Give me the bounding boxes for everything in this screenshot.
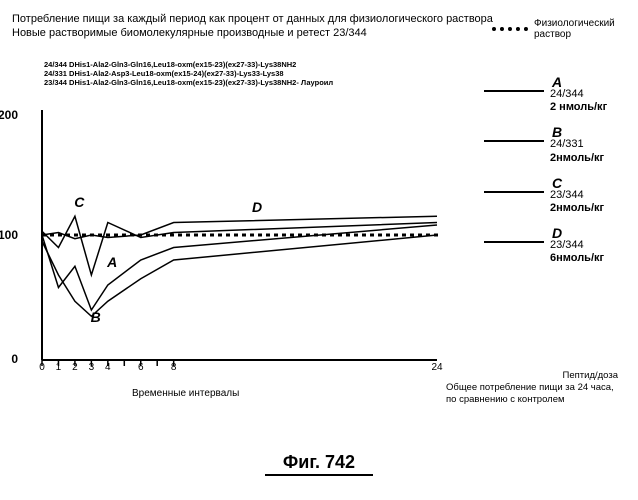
plot: A B C D — [42, 110, 437, 360]
legend-line-icon: B — [484, 140, 544, 142]
saline-legend: Физиологический раствор — [492, 18, 624, 40]
compound-labels: 24/344 DHis1-Ala2-Gln3-Gln16,Leu18-oxm(e… — [44, 60, 333, 87]
legend-letter: D — [552, 225, 562, 241]
series-letter-D: D — [252, 199, 262, 215]
figure-label: Фиг. 742 — [265, 452, 373, 476]
legend-line-icon: A — [484, 90, 544, 92]
x-tick-24: 24 — [431, 362, 442, 373]
legend-line-icon: D — [484, 241, 544, 243]
dose-header: Пептид/доза — [446, 370, 624, 382]
y-label-0: 0 — [11, 352, 18, 366]
figure-caption: Фиг. 742 — [0, 452, 638, 476]
compound-0: 24/344 DHis1-Ala2-Gln3-Gln16,Leu18-oxm(e… — [44, 60, 333, 69]
legend-line-icon: C — [484, 191, 544, 193]
series-letter-A: A — [107, 254, 117, 270]
x-axis-label: Временные интервалы — [132, 388, 239, 399]
saline-label: Физиологический раствор — [534, 18, 624, 40]
saline-dash-icon — [492, 27, 528, 31]
x-tick-2: 2 — [72, 362, 78, 373]
legend-letter: B — [552, 124, 562, 140]
dose-footer-block: Пептид/доза Общее потребление пищи за 24… — [446, 370, 624, 406]
x-tick-6: 6 — [138, 362, 144, 373]
legend-item-A: A24/3442 нмоль/кг — [484, 90, 624, 114]
x-tick-4: 4 — [105, 362, 111, 373]
legend-item-C: C23/3442нмоль/кг — [484, 191, 624, 215]
x-tick-3: 3 — [89, 362, 95, 373]
chart-svg — [42, 110, 437, 360]
x-tick-8: 8 — [171, 362, 177, 373]
legend-item-B: B24/3312нмоль/кг — [484, 140, 624, 164]
right-legend: A24/3442 нмоль/кг B24/3312нмоль/кг C23/344… — [484, 90, 624, 292]
series-letter-C: C — [74, 194, 84, 210]
legend-item-D: D23/3446нмоль/кг — [484, 241, 624, 265]
x-tick-1: 1 — [56, 362, 62, 373]
compound-2: 23/344 DHis1-Ala2-Gln3-Gln16,Leu18-oxm(e… — [44, 78, 333, 87]
x-tick-0: 0 — [39, 362, 45, 373]
legend-letter: C — [552, 175, 562, 191]
compound-1: 24/331 DHis1-Ala2-Asp3-Leu18-oxm(ex15-24… — [44, 69, 333, 78]
series-letter-B: B — [91, 309, 101, 325]
dose-footer: Общее потребление пищи за 24 часа, по ср… — [446, 382, 624, 406]
y-label-100: 100 — [0, 228, 18, 242]
chart-area: 200 100 0 24/344 DHis1-Ala2-Gln3-Gln16,L… — [22, 60, 437, 380]
legend-letter: A — [552, 74, 562, 90]
y-label-200: 200 — [0, 108, 18, 122]
